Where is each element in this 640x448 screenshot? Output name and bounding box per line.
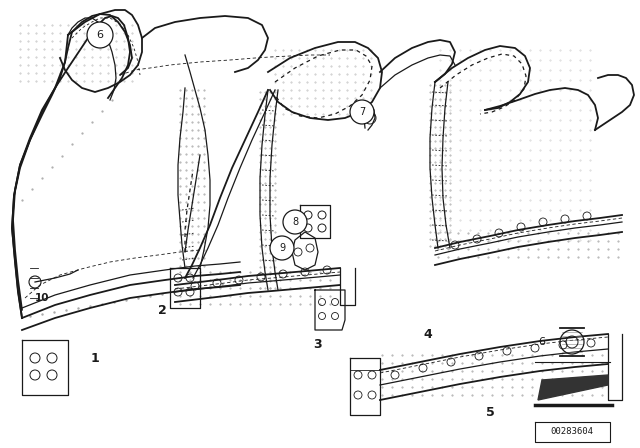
Text: 2: 2	[157, 303, 166, 316]
Circle shape	[350, 100, 374, 124]
Text: 00283604: 00283604	[550, 427, 593, 436]
Text: 5: 5	[486, 405, 494, 418]
Text: 6: 6	[97, 30, 104, 40]
Text: 4: 4	[424, 328, 433, 341]
Text: 10: 10	[35, 293, 49, 303]
Circle shape	[87, 22, 113, 48]
Text: 9: 9	[279, 243, 285, 253]
Text: 8: 8	[292, 217, 298, 227]
Text: 6: 6	[538, 337, 545, 347]
Text: 1: 1	[91, 352, 99, 365]
Circle shape	[283, 210, 307, 234]
Text: 7: 7	[359, 107, 365, 117]
Polygon shape	[538, 375, 608, 400]
Text: 3: 3	[314, 339, 323, 352]
Circle shape	[270, 236, 294, 260]
